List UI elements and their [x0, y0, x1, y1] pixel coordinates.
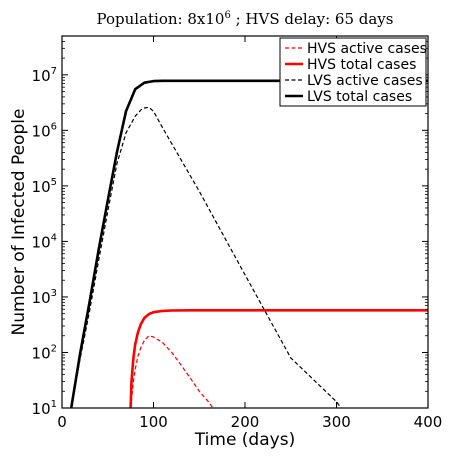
y-tick-label-3: 104: [32, 232, 57, 251]
legend-label-1: HVS total cases: [307, 57, 416, 73]
legend-label-2: LVS active cases: [307, 73, 423, 89]
chart-title-main: Population: 8x10: [97, 10, 225, 28]
legend-box: [279, 37, 427, 107]
ticks-layer: 0 100 200 300 400 101 102 103 104 105 106 107: [32, 35, 443, 431]
x-tick-label-3: 300: [322, 413, 351, 431]
series-line-hvs-total-cases: [129, 308, 428, 408]
x-tick-label-0: 0: [57, 413, 67, 431]
chart-title-rest: ; HVS delay: 65 days: [231, 10, 394, 28]
series-layer: [69, 79, 428, 408]
y-tick-label-4: 105: [32, 177, 57, 196]
y-tick-label-0: 101: [32, 399, 57, 418]
x-tick-label-2: 200: [231, 413, 260, 431]
legend-label-3: LVS total cases: [307, 89, 412, 105]
series-line-hvs-active-cases: [130, 335, 214, 408]
chart-title: Population: 8x106 ; HVS delay: 65 days: [97, 10, 394, 28]
y-tick-label-2: 103: [32, 288, 57, 307]
x-axis-label: Time (days): [194, 430, 295, 450]
series-line-lvs-total-cases: [69, 79, 428, 408]
x-tick-label-1: 100: [139, 413, 168, 431]
y-axis-label: Number of Infected People: [9, 109, 29, 336]
x-tick-label-4: 400: [414, 413, 443, 431]
series-line-lvs-active-cases: [70, 106, 342, 408]
chart-title-exponent: 6: [224, 10, 230, 21]
y-tick-label-6: 107: [32, 66, 57, 85]
y-tick-label-1: 102: [32, 343, 57, 362]
y-tick-label-5: 106: [32, 121, 57, 140]
legend-label-0: HVS active cases: [307, 41, 427, 57]
